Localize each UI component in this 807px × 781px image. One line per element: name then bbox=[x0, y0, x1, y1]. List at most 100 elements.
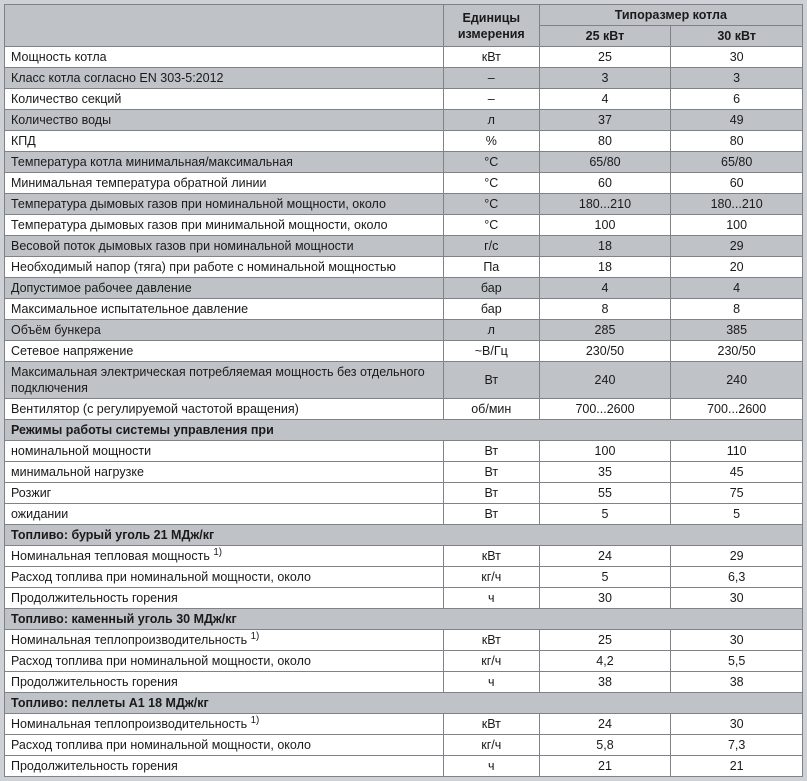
unit-cell: °C bbox=[443, 152, 539, 173]
table-row: Продолжительность горенияч3030 bbox=[5, 588, 803, 609]
value-25kw: 3 bbox=[539, 68, 671, 89]
table-body: Мощность котлакВт2530Класс котла согласн… bbox=[5, 47, 803, 777]
table-row: Количество водыл3749 bbox=[5, 110, 803, 131]
table-row: Температура дымовых газов при номинально… bbox=[5, 194, 803, 215]
param-label: Расход топлива при номинальной мощности,… bbox=[5, 651, 444, 672]
param-label: Максимальная электрическая потребляемая … bbox=[5, 362, 444, 399]
table-row: Объём бункерал285385 bbox=[5, 320, 803, 341]
param-label: Температура котла минимальная/максимальн… bbox=[5, 152, 444, 173]
unit-cell: об/мин bbox=[443, 399, 539, 420]
value-30kw: 6 bbox=[671, 89, 803, 110]
unit-cell: кВт bbox=[443, 47, 539, 68]
value-30kw: 80 bbox=[671, 131, 803, 152]
value-25kw: 100 bbox=[539, 441, 671, 462]
table-row: Класс котла согласно EN 303-5:2012–33 bbox=[5, 68, 803, 89]
value-30kw: 230/50 bbox=[671, 341, 803, 362]
section-header: Режимы работы системы управления при bbox=[5, 420, 803, 441]
param-label: Номинальная тепловая мощность 1) bbox=[5, 546, 444, 567]
value-30kw: 7,3 bbox=[671, 735, 803, 756]
unit-cell: °C bbox=[443, 215, 539, 236]
table-row: Номинальная теплопроизводительность 1)кВ… bbox=[5, 714, 803, 735]
value-25kw: 285 bbox=[539, 320, 671, 341]
value-30kw: 385 bbox=[671, 320, 803, 341]
unit-cell: бар bbox=[443, 278, 539, 299]
value-30kw: 30 bbox=[671, 588, 803, 609]
value-25kw: 5 bbox=[539, 567, 671, 588]
value-25kw: 100 bbox=[539, 215, 671, 236]
table-row: РозжигВт5575 bbox=[5, 483, 803, 504]
param-label: минимальной нагрузке bbox=[5, 462, 444, 483]
value-25kw: 60 bbox=[539, 173, 671, 194]
value-30kw: 4 bbox=[671, 278, 803, 299]
param-label: номинальной мощности bbox=[5, 441, 444, 462]
value-30kw: 110 bbox=[671, 441, 803, 462]
unit-cell: Па bbox=[443, 257, 539, 278]
param-label: Номинальная теплопроизводительность 1) bbox=[5, 714, 444, 735]
param-label: Максимальное испытательное давление bbox=[5, 299, 444, 320]
table-row: Мощность котлакВт2530 bbox=[5, 47, 803, 68]
table-row: Сетевое напряжение~В/Гц230/50230/50 bbox=[5, 341, 803, 362]
value-30kw: 30 bbox=[671, 630, 803, 651]
value-30kw: 65/80 bbox=[671, 152, 803, 173]
param-label: Сетевое напряжение bbox=[5, 341, 444, 362]
param-label: Расход топлива при номинальной мощности,… bbox=[5, 567, 444, 588]
param-label: Вентилятор (с регулируемой частотой вращ… bbox=[5, 399, 444, 420]
param-label: Мощность котла bbox=[5, 47, 444, 68]
value-25kw: 24 bbox=[539, 714, 671, 735]
param-label: ожидании bbox=[5, 504, 444, 525]
param-label: Необходимый напор (тяга) при работе с но… bbox=[5, 257, 444, 278]
unit-cell: кг/ч bbox=[443, 735, 539, 756]
param-label: Расход топлива при номинальной мощности,… bbox=[5, 735, 444, 756]
value-25kw: 21 bbox=[539, 756, 671, 777]
param-label: Температура дымовых газов при минимально… bbox=[5, 215, 444, 236]
section-header: Топливо: бурый уголь 21 МДж/кг bbox=[5, 525, 803, 546]
table-row: Топливо: пеллеты A1 18 МДж/кг bbox=[5, 693, 803, 714]
table-row: Весовой поток дымовых газов при номиналь… bbox=[5, 236, 803, 257]
table-row: Максимальное испытательное давлениебар88 bbox=[5, 299, 803, 320]
table-row: Минимальная температура обратной линии°C… bbox=[5, 173, 803, 194]
value-30kw: 45 bbox=[671, 462, 803, 483]
section-header: Топливо: пеллеты A1 18 МДж/кг bbox=[5, 693, 803, 714]
value-30kw: 38 bbox=[671, 672, 803, 693]
value-30kw: 75 bbox=[671, 483, 803, 504]
value-30kw: 30 bbox=[671, 714, 803, 735]
value-30kw: 21 bbox=[671, 756, 803, 777]
unit-cell: Вт bbox=[443, 462, 539, 483]
unit-cell: ч bbox=[443, 672, 539, 693]
unit-cell: г/с bbox=[443, 236, 539, 257]
value-30kw: 8 bbox=[671, 299, 803, 320]
table-row: Продолжительность горенияч2121 bbox=[5, 756, 803, 777]
table-row: Температура дымовых газов при минимально… bbox=[5, 215, 803, 236]
unit-cell: ~В/Гц bbox=[443, 341, 539, 362]
table-row: ожиданииВт55 bbox=[5, 504, 803, 525]
unit-cell: ч bbox=[443, 756, 539, 777]
value-25kw: 18 bbox=[539, 257, 671, 278]
value-30kw: 20 bbox=[671, 257, 803, 278]
footnote-ref: 1) bbox=[251, 715, 260, 726]
value-30kw: 29 bbox=[671, 236, 803, 257]
table-row: Расход топлива при номинальной мощности,… bbox=[5, 651, 803, 672]
unit-cell: % bbox=[443, 131, 539, 152]
table-header: Единицы измерения Типоразмер котла 25 кВ… bbox=[5, 5, 803, 47]
unit-cell: кВт bbox=[443, 630, 539, 651]
footnote-ref: 1) bbox=[213, 547, 222, 558]
value-25kw: 5,8 bbox=[539, 735, 671, 756]
value-30kw: 6,3 bbox=[671, 567, 803, 588]
param-label: Температура дымовых газов при номинально… bbox=[5, 194, 444, 215]
unit-cell: кг/ч bbox=[443, 567, 539, 588]
footnote-ref: 1) bbox=[251, 631, 260, 642]
table-row: Топливо: каменный уголь 30 МДж/кг bbox=[5, 609, 803, 630]
table-row: номинальной мощностиВт100110 bbox=[5, 441, 803, 462]
value-25kw: 4 bbox=[539, 278, 671, 299]
unit-cell: кг/ч bbox=[443, 651, 539, 672]
value-25kw: 30 bbox=[539, 588, 671, 609]
table-row: Температура котла минимальная/максимальн… bbox=[5, 152, 803, 173]
param-label: Количество секций bbox=[5, 89, 444, 110]
value-30kw: 3 bbox=[671, 68, 803, 89]
spec-table: Единицы измерения Типоразмер котла 25 кВ… bbox=[4, 4, 803, 777]
unit-cell: л bbox=[443, 110, 539, 131]
table-row: Необходимый напор (тяга) при работе с но… bbox=[5, 257, 803, 278]
table-row: Режимы работы системы управления при bbox=[5, 420, 803, 441]
value-25kw: 65/80 bbox=[539, 152, 671, 173]
param-label: Объём бункера bbox=[5, 320, 444, 341]
